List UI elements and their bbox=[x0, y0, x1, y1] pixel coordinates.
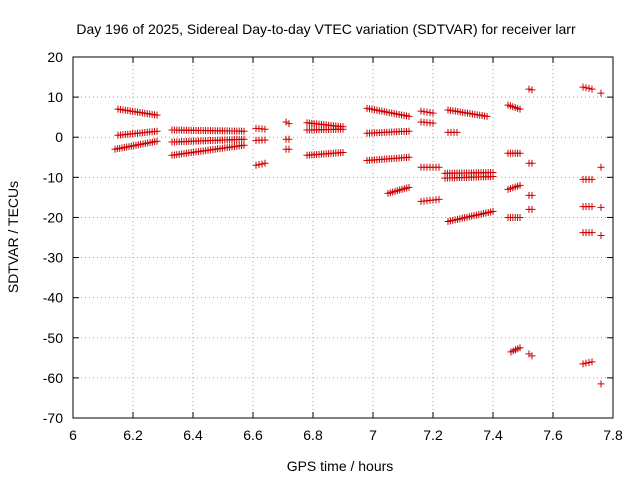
data-point-marker bbox=[252, 161, 260, 169]
data-point-marker bbox=[597, 380, 605, 388]
data-point-marker bbox=[282, 118, 290, 126]
data-point-marker bbox=[405, 183, 413, 191]
data-point-marker bbox=[435, 195, 443, 203]
data-point-marker bbox=[240, 141, 248, 149]
x-tick-label: 6.6 bbox=[243, 427, 263, 443]
data-point-marker bbox=[153, 127, 161, 135]
data-point-marker bbox=[285, 135, 293, 143]
data-point-marker bbox=[582, 359, 590, 367]
data-point-marker bbox=[588, 175, 596, 183]
data-point-marker bbox=[489, 207, 497, 215]
data-point-marker bbox=[597, 89, 605, 97]
x-tick-label: 6.2 bbox=[123, 427, 143, 443]
y-tick-label: -30 bbox=[43, 250, 63, 266]
y-axis-label: SDTVAR / TECUs bbox=[5, 181, 21, 293]
data-point-marker bbox=[423, 108, 431, 116]
y-tick-label: -20 bbox=[43, 209, 63, 225]
data-point-marker bbox=[153, 111, 161, 119]
data-series-sdtvar bbox=[111, 83, 605, 388]
data-point-marker bbox=[153, 137, 161, 145]
data-point-marker bbox=[582, 84, 590, 92]
data-point-marker bbox=[405, 153, 413, 161]
data-point-marker bbox=[255, 161, 263, 169]
data-point-marker bbox=[528, 191, 536, 199]
data-point-marker bbox=[426, 109, 434, 117]
y-tick-label: -50 bbox=[43, 330, 63, 346]
chart-title: Day 196 of 2025, Sidereal Day-to-day VTE… bbox=[76, 21, 576, 37]
y-tick-labels: 20 10 0 -10 -20 -30 -40 -50 -60 -70 bbox=[43, 49, 63, 426]
data-point-marker bbox=[516, 181, 524, 189]
data-point-marker bbox=[528, 205, 536, 213]
y-tick-label: -10 bbox=[43, 169, 63, 185]
y-tick-label: 20 bbox=[47, 49, 63, 65]
data-point-marker bbox=[285, 145, 293, 153]
axis-ticks bbox=[72, 56, 614, 419]
plot-frame bbox=[72, 56, 614, 419]
x-tick-label: 7.2 bbox=[423, 427, 443, 443]
data-point-marker bbox=[261, 125, 269, 133]
data-point-marker bbox=[261, 159, 269, 167]
x-axis-label: GPS time / hours bbox=[287, 458, 394, 474]
data-point-marker bbox=[420, 108, 428, 116]
x-tick-label: 6.4 bbox=[183, 427, 203, 443]
x-tick-label: 7 bbox=[369, 427, 377, 443]
data-point-marker bbox=[588, 358, 596, 366]
data-point-marker bbox=[429, 119, 437, 127]
data-point-marker bbox=[528, 86, 536, 94]
data-point-marker bbox=[285, 120, 293, 128]
data-point-marker bbox=[516, 105, 524, 113]
y-tick-label: -40 bbox=[43, 290, 63, 306]
data-point-marker bbox=[258, 160, 266, 168]
y-tick-label: 0 bbox=[55, 129, 63, 145]
data-point-marker bbox=[453, 128, 461, 136]
data-point-marker bbox=[597, 231, 605, 239]
data-point-marker bbox=[528, 159, 536, 167]
x-tick-label: 7.6 bbox=[543, 427, 563, 443]
data-point-marker bbox=[516, 344, 524, 352]
data-point-marker bbox=[489, 173, 497, 181]
data-point-marker bbox=[339, 125, 347, 133]
data-point-marker bbox=[585, 359, 593, 367]
y-tick-label: 10 bbox=[47, 89, 63, 105]
data-point-marker bbox=[435, 163, 443, 171]
x-tick-label: 6 bbox=[69, 427, 77, 443]
x-tick-labels: 6 6.2 6.4 6.6 6.8 7 7.2 7.4 7.6 7.8 bbox=[69, 427, 623, 443]
data-point-marker bbox=[579, 360, 587, 368]
data-point-marker bbox=[585, 84, 593, 92]
data-point-marker bbox=[579, 83, 587, 91]
data-point-marker bbox=[240, 135, 248, 143]
data-point-marker bbox=[240, 127, 248, 135]
data-point-marker bbox=[261, 136, 269, 144]
data-point-marker bbox=[588, 229, 596, 237]
y-tick-label: -70 bbox=[43, 410, 63, 426]
data-point-marker bbox=[405, 112, 413, 120]
data-point-marker bbox=[528, 352, 536, 360]
grid-lines bbox=[73, 57, 613, 418]
x-tick-label: 7.4 bbox=[483, 427, 503, 443]
data-point-marker bbox=[588, 203, 596, 211]
data-point-marker bbox=[483, 112, 491, 120]
data-point-marker bbox=[429, 109, 437, 117]
data-point-marker bbox=[597, 163, 605, 171]
x-tick-label: 7.8 bbox=[603, 427, 623, 443]
data-point-marker bbox=[525, 85, 533, 93]
data-point-marker bbox=[417, 107, 425, 115]
data-point-marker bbox=[588, 85, 596, 93]
data-point-marker bbox=[516, 149, 524, 157]
y-tick-label: -60 bbox=[43, 370, 63, 386]
data-point-marker bbox=[597, 203, 605, 211]
x-tick-label: 6.8 bbox=[303, 427, 323, 443]
data-point-marker bbox=[405, 127, 413, 135]
data-point-marker bbox=[516, 213, 524, 221]
data-point-marker bbox=[339, 148, 347, 156]
